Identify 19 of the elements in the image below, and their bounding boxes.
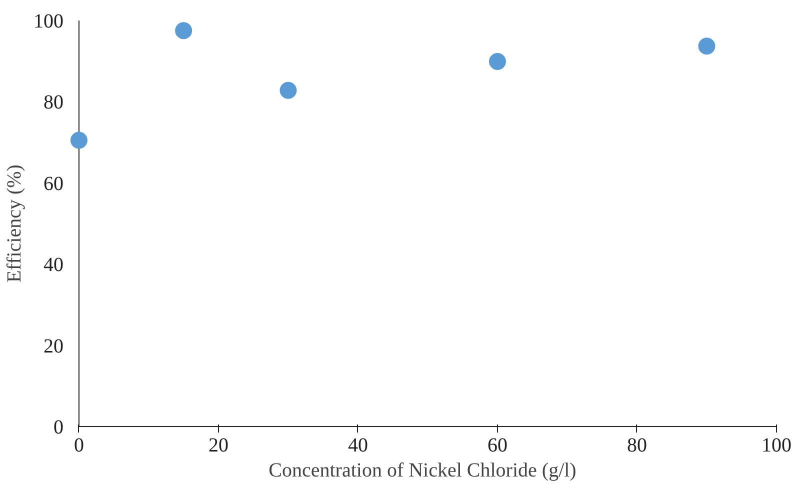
point [488, 53, 506, 70]
x-tick-label: 20 [208, 434, 228, 456]
x-tick-label: 80 [626, 434, 647, 456]
x-tick-label: 100 [762, 434, 792, 456]
y-tick-label: 20 [44, 335, 64, 358]
point [70, 132, 88, 149]
x-tick-label: 60 [487, 434, 508, 456]
y-tick-label: 40 [44, 254, 64, 276]
y-tick-label: 60 [44, 172, 64, 195]
point [280, 82, 297, 99]
point [175, 22, 192, 40]
y-tick-label: 80 [44, 92, 64, 114]
y-tick-label: 100 [34, 10, 64, 32]
y-axis-title: Efficiency (%) [4, 164, 26, 282]
y-tick-label: 0 [54, 416, 64, 438]
x-axis-title: Concentration of Nickel Chloride (g/l) [268, 460, 576, 482]
x-tick-label: 40 [348, 434, 368, 456]
point [698, 38, 716, 55]
x-tick-label: 0 [74, 434, 84, 456]
